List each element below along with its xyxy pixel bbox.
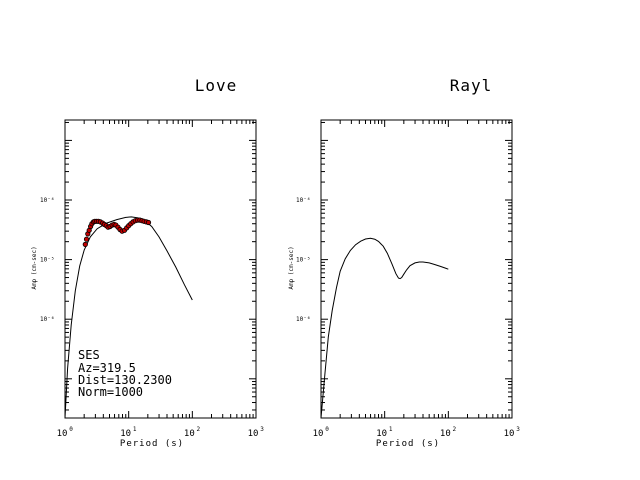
rayl-y-axis-label: Amp (cm-sec) [288, 246, 295, 289]
x-tick-label-exponent: 2 [197, 426, 201, 433]
station-info-block: SES Az=319.5 Dist=130.2300 Norm=1000 [78, 348, 172, 399]
rayl-y-ticks [321, 121, 512, 411]
rayl-plot-frame [320, 119, 513, 419]
station-distance: Dist=130.2300 [78, 373, 172, 387]
love-observed-points [82, 217, 152, 247]
station-name: SES [78, 348, 100, 362]
observed-data-point [145, 219, 152, 226]
y-tick-label: 10⁻⁶ [40, 316, 54, 323]
x-tick-label-base: 10 [120, 429, 131, 439]
station-norm: Norm=1000 [78, 385, 143, 399]
x-tick-label-base: 10 [248, 429, 259, 439]
x-tick-label-exponent: 0 [325, 426, 329, 433]
x-tick-label-exponent: 1 [133, 426, 137, 433]
panels-layer: 10 0 10 1 10 2 10 310⁻⁴10⁻⁵10⁻⁶10 0 10 1 10 2 10 310⁻⁴… [40, 119, 520, 439]
love-x-axis-label: Period (s) [120, 439, 184, 449]
observed-data-point [83, 236, 90, 242]
y-tick-label: 10⁻⁴ [40, 197, 54, 204]
x-tick-label-base: 10 [440, 429, 451, 439]
x-tick-label-exponent: 0 [69, 426, 73, 433]
love-synthetic-curve [64, 216, 193, 419]
love-panel-title: Love [195, 76, 238, 95]
rayl-x-ticks [320, 120, 513, 418]
x-tick-label-base: 10 [57, 429, 68, 439]
rayl-panel-title: Rayl [450, 76, 493, 95]
x-tick-label-base: 10 [376, 429, 387, 439]
y-tick-label: 10⁻⁶ [296, 316, 310, 323]
x-tick-label-base: 10 [313, 429, 324, 439]
x-tick-label-base: 10 [504, 429, 515, 439]
y-tick-label: 10⁻⁴ [296, 197, 310, 204]
love-y-ticks [65, 121, 256, 411]
x-tick-label-exponent: 1 [389, 426, 393, 433]
love-panel: 10 0 10 1 10 2 10 310⁻⁴10⁻⁵10⁻⁶ [40, 119, 264, 439]
rayl-synthetic-curve [320, 237, 449, 419]
observed-data-point [82, 241, 88, 247]
x-tick-label-exponent: 3 [516, 426, 520, 433]
rayl-panel: 10 0 10 1 10 2 10 310⁻⁴10⁻⁵10⁻⁶ [296, 119, 520, 439]
x-tick-label-exponent: 2 [453, 426, 457, 433]
love-y-axis-label: Amp (cm-sec) [31, 246, 38, 289]
y-tick-label: 10⁻⁵ [296, 257, 310, 264]
x-tick-label-base: 10 [184, 429, 195, 439]
station-azimuth: Az=319.5 [78, 361, 136, 375]
rayl-x-axis-label: Period (s) [376, 439, 440, 449]
x-tick-label-exponent: 3 [260, 426, 264, 433]
y-tick-label: 10⁻⁵ [40, 257, 54, 264]
love-x-ticks [64, 120, 257, 418]
